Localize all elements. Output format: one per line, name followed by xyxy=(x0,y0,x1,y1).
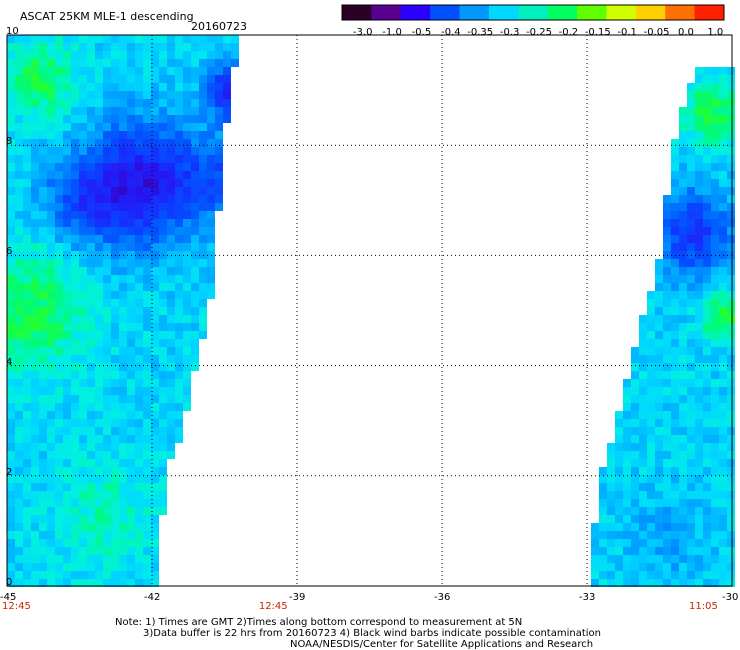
y-tick-label: 0 xyxy=(6,577,13,588)
time-label: 11:05 xyxy=(689,601,718,612)
colorbar-label: -0.5 xyxy=(411,27,432,38)
colorbar-frame xyxy=(341,4,725,21)
x-tick-label: -42 xyxy=(144,592,161,603)
colorbar-segment xyxy=(547,5,578,20)
note-line-1: Note: 1) Times are GMT 2)Times along bot… xyxy=(115,617,523,628)
y-tick-label: 8 xyxy=(6,136,13,148)
map-frame xyxy=(6,34,733,587)
colorbar-label: -0.35 xyxy=(467,27,494,38)
colorbar-segment xyxy=(518,5,549,20)
x-tick-label: -30 xyxy=(722,592,739,603)
colorbar-segment xyxy=(577,5,607,20)
colorbar-label: -0.05 xyxy=(643,27,670,38)
colorbar-label: -0.15 xyxy=(584,27,611,38)
colorbar-label: -3.0 xyxy=(352,27,373,38)
wind-data-swaths xyxy=(7,35,735,587)
colorbar-label: -0.25 xyxy=(526,27,552,38)
colorbar-label: -0.2 xyxy=(558,27,579,38)
y-tick-label: 6 xyxy=(6,246,13,258)
colorbar-segment xyxy=(400,5,431,20)
colorbar-segment xyxy=(694,5,725,20)
colorbar-segment xyxy=(430,5,461,20)
colorbar-segment xyxy=(488,5,519,20)
figure-date: 20160723 xyxy=(191,20,247,33)
time-label: 12:45 xyxy=(2,601,31,612)
y-tick-label: 2 xyxy=(6,466,13,478)
note-line-3: NOAA/NESDIS/Center for Satellite Applica… xyxy=(290,639,594,650)
colorbar-segment xyxy=(635,5,666,20)
time-label: 12:45 xyxy=(258,601,288,612)
colorbar-segment xyxy=(459,5,490,20)
colorbar-segment xyxy=(606,5,637,20)
y-tick-label: 4 xyxy=(6,356,13,368)
colorbar-label: -0.4 xyxy=(441,27,461,38)
y-tick-label: 10 xyxy=(6,26,19,37)
x-tick-label: -33 xyxy=(579,592,596,603)
colorbar-label: -1.0 xyxy=(382,27,402,38)
colorbar-label: 0.0 xyxy=(677,27,694,38)
colorbar-segment xyxy=(665,5,696,20)
colorbar-label: -0.1 xyxy=(617,27,637,38)
colorbar-segment xyxy=(342,5,372,20)
color-scale-bar xyxy=(341,4,725,21)
colorbar-segment xyxy=(371,5,402,20)
note-line-2: 3)Data buffer is 22 hrs from 20160723 4)… xyxy=(143,628,601,639)
colorbar-label: -0.3 xyxy=(499,27,520,38)
figure-title: ASCAT 25KM MLE-1 descending xyxy=(20,10,194,23)
x-tick-label: -45 xyxy=(0,592,17,603)
colorbar-label: 1.0 xyxy=(707,27,724,38)
x-tick-label: -36 xyxy=(434,592,451,603)
x-tick-label: -39 xyxy=(289,592,306,603)
